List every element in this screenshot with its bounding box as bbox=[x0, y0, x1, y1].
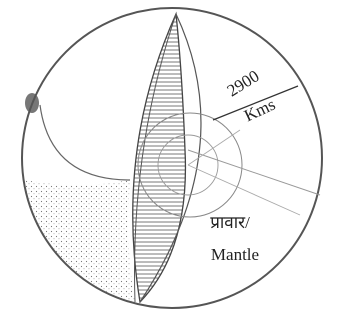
diagram-shapes bbox=[22, 8, 322, 308]
earth-interior-diagram: 2900 Kms प्रावार/ Mantle bbox=[0, 0, 338, 312]
layer-label-hindi: प्रावार/ bbox=[210, 213, 250, 232]
layer-label-english: Mantle bbox=[211, 245, 259, 264]
distance-unit: Kms bbox=[241, 95, 278, 126]
distance-value: 2900 bbox=[224, 66, 263, 100]
